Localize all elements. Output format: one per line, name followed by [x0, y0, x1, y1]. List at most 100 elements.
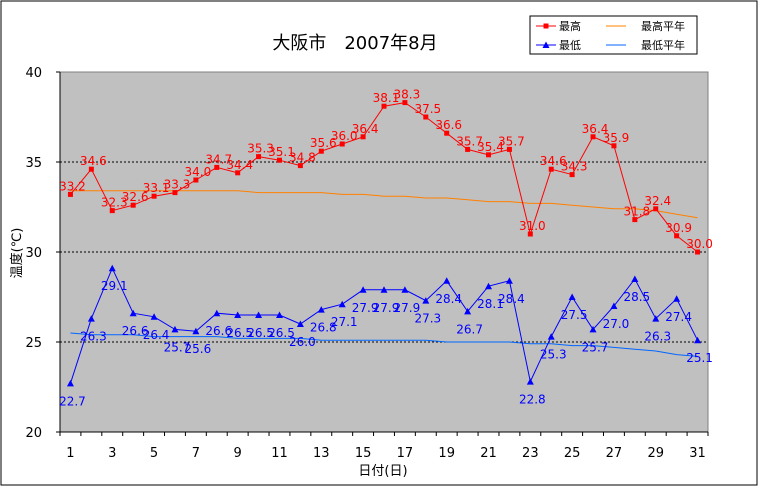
min-point [401, 286, 409, 293]
max-data-label: 34.8 [289, 151, 316, 165]
min-data-label: 26.5 [226, 326, 253, 340]
x-tick-label-9: 9 [234, 446, 242, 461]
max-point [548, 166, 554, 172]
legend-min-marker [542, 41, 550, 48]
max-point [611, 143, 617, 149]
min-point [694, 336, 702, 344]
max-point [235, 170, 241, 176]
min-data-label: 29.1 [101, 279, 128, 293]
legend: 最高 最低 最高平年 最低平年 [529, 15, 698, 55]
y-axis-label: 温度(℃) [9, 228, 25, 279]
x-tick-label-23: 23 [522, 446, 539, 461]
min-data-label: 25.6 [185, 342, 212, 356]
min-point [589, 325, 597, 333]
min-point [108, 264, 116, 272]
min-data-label: 27.1 [331, 315, 358, 329]
y-tick-label-40: 40 [25, 66, 42, 81]
min-point [380, 286, 388, 293]
min-data-label: 26.3 [644, 330, 671, 344]
max-point [276, 157, 282, 163]
x-axis-label: 日付(日) [358, 464, 407, 479]
min-point [213, 309, 221, 317]
max-data-label: 34.4 [226, 158, 253, 172]
max-data-label: 34.0 [185, 165, 212, 179]
max-data-label: 35.9 [603, 131, 630, 145]
min-data-label: 22.8 [519, 393, 546, 407]
max-data-label: 38.3 [394, 88, 421, 102]
y-tick-label-30: 30 [25, 246, 42, 261]
min-data-label: 28.1 [477, 297, 504, 311]
min-data-label: 27.5 [561, 308, 588, 322]
max-data-label: 36.6 [435, 118, 462, 132]
max-point [339, 141, 345, 147]
min-data-label: 26.8 [310, 321, 337, 335]
max-point [214, 164, 220, 170]
max-data-label: 31.0 [519, 219, 546, 233]
x-tick-label-13: 13 [313, 446, 330, 461]
max-point [151, 193, 157, 199]
max-point [444, 130, 450, 136]
max-data-label: 33.3 [164, 178, 191, 192]
max-data-label: 35.4 [477, 140, 504, 154]
max-data-label: 38.1 [373, 91, 400, 105]
min-point [87, 315, 95, 322]
min-point [338, 300, 346, 308]
x-tick-label-15: 15 [355, 446, 372, 461]
max-point [172, 190, 178, 196]
max-data-label: 34.6 [540, 154, 567, 168]
min-data-label: 27.0 [603, 317, 630, 331]
legend-max-avg-label: 最高平年 [641, 19, 685, 33]
min-data-label: 28.5 [623, 290, 650, 304]
max-data-label: 32.3 [101, 196, 128, 210]
max-data-label: 35.7 [498, 134, 525, 148]
x-tick-label-3: 3 [108, 446, 116, 461]
y-tick-label-35: 35 [25, 156, 42, 171]
max-point [695, 249, 701, 255]
min-point [234, 311, 242, 318]
min-data-label: 26.5 [247, 326, 274, 340]
min-point [526, 378, 534, 385]
max-point [486, 152, 492, 158]
x-tick-label-19: 19 [438, 446, 455, 461]
min-data-label: 26.6 [122, 324, 149, 338]
max-point [527, 231, 533, 237]
min-data-label: 27.9 [373, 301, 400, 315]
min-data-label: 26.3 [80, 330, 107, 344]
max-point [360, 134, 366, 140]
min-point [422, 297, 430, 304]
min-data-label: 28.4 [435, 292, 462, 306]
min-data-label: 25.3 [540, 348, 567, 362]
min-point [673, 295, 681, 302]
x-tick-label-11: 11 [271, 446, 288, 461]
min-point [610, 302, 618, 309]
min-point [547, 333, 555, 340]
legend-min-label: 最低 [559, 39, 581, 52]
x-tick-label-7: 7 [192, 446, 200, 461]
legend-max-label: 最高 [559, 19, 581, 33]
max-data-label: 36.4 [352, 122, 379, 136]
x-tick-label-21: 21 [480, 446, 497, 461]
max-data-label: 35.3 [247, 142, 274, 156]
x-tick-label-29: 29 [647, 446, 664, 461]
y-tick-label-20: 20 [25, 426, 42, 441]
max-data-label: 30.0 [686, 237, 713, 251]
x-tick-label-5: 5 [150, 446, 158, 461]
chart-title: 大阪市 2007年8月 [272, 33, 437, 54]
min-point [192, 327, 200, 335]
max-point [381, 103, 387, 109]
x-tick-label-17: 17 [397, 446, 414, 461]
max-data-label: 36.4 [582, 122, 609, 136]
max-point [318, 148, 324, 154]
legend-max-marker [543, 23, 549, 29]
max-point [109, 208, 115, 214]
min-point [150, 313, 158, 320]
max-data-label: 33.1 [143, 181, 170, 195]
max-point [130, 202, 136, 208]
min-data-label: 26.7 [456, 322, 483, 336]
min-point [464, 307, 472, 315]
min-data-label: 27.4 [665, 310, 692, 324]
y-tick-label-25: 25 [25, 336, 42, 351]
max-point [569, 172, 575, 178]
